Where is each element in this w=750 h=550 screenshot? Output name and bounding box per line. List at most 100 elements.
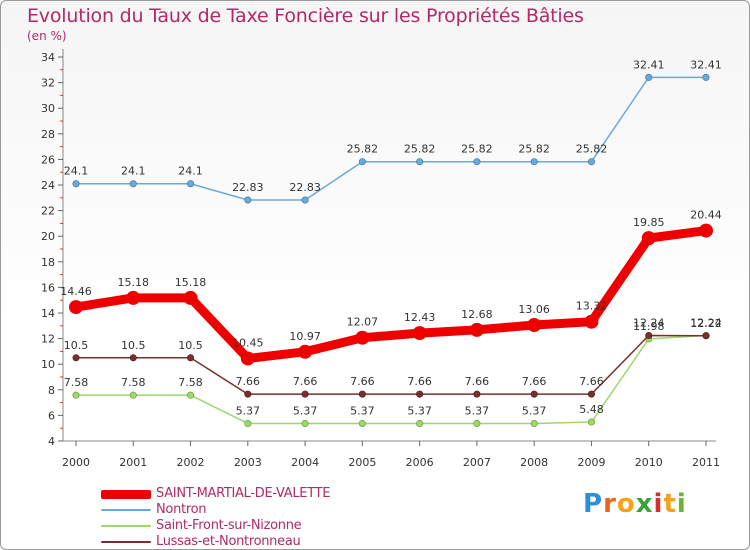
series-3-point [301, 390, 309, 398]
series-3-point [129, 354, 137, 362]
series-0-data-label: 12.68 [461, 308, 493, 321]
series-0-point [699, 223, 713, 238]
series-1-data-label: 25.82 [461, 143, 493, 156]
axes: 4 6 8 10 12 14 16 18 20 22 24 26 28 30 32 34 2000 2001 200… [41, 49, 720, 469]
legend-label: Lussas-et-Nontronneau [156, 534, 301, 549]
series-3-point [645, 332, 653, 340]
series-1-data-label: 32.41 [690, 58, 722, 71]
series-3-data-label: 7.66 [350, 375, 375, 388]
y-tick-label: 22 [41, 205, 55, 218]
y-tick-label: 12 [41, 333, 55, 346]
series-2-data-label: 7.58 [121, 376, 146, 389]
series-0-point [412, 326, 427, 341]
series-2-point [358, 419, 366, 427]
y-tick-label: 14 [41, 307, 55, 320]
legend-label: SAINT-MARTIAL-DE-VALETTE [156, 486, 331, 501]
series-2-point [416, 419, 424, 427]
y-tick-label: 24 [41, 179, 55, 192]
series-1-point [530, 158, 538, 166]
series-2-point [187, 391, 195, 399]
series-2-data-label: 5.37 [465, 404, 490, 417]
y-tick-label: 18 [41, 256, 55, 269]
logo-letter: r [603, 489, 617, 519]
series-2-point [72, 391, 80, 399]
series-line-1 [75, 76, 707, 201]
series-3-data-label: 12.24 [633, 317, 665, 330]
series-3-data-label: 10.5 [121, 339, 146, 352]
series-2-data-label: 12.24 [690, 317, 722, 330]
series-0-point [355, 330, 370, 345]
series-1-data-label: 22.83 [289, 181, 321, 194]
x-tick-label: 2004 [291, 456, 319, 469]
x-tick-label: 2003 [234, 456, 262, 469]
series-1-data-label: 24.1 [178, 165, 203, 178]
series-0-data-label: 13.06 [518, 303, 550, 316]
y-tick-label: 4 [48, 435, 55, 448]
series-1-point [645, 73, 653, 81]
series-2-data-label: 5.37 [407, 404, 432, 417]
series-0-data-label: 20.44 [690, 209, 722, 222]
series-2-data-label: 7.58 [178, 376, 203, 389]
y-tick-label: 10 [41, 358, 55, 371]
series-2-point [244, 419, 252, 427]
legend-item: Lussas-et-Nontronneau [101, 534, 401, 549]
series-1-point [244, 196, 252, 204]
series-0-point [69, 300, 83, 315]
series-3-point [530, 390, 538, 398]
series-1-point [187, 180, 195, 188]
legend-swatch [101, 509, 151, 511]
x-tick-label: 2007 [463, 456, 491, 469]
series-2-point [587, 418, 595, 426]
series-line-3 [75, 334, 707, 395]
series-3-point [72, 354, 80, 362]
series-3-point [244, 390, 252, 398]
series-1-data-label: 24.1 [121, 165, 146, 178]
series-3-point [358, 390, 366, 398]
y-tick-label: 32 [41, 77, 55, 90]
y-tick-label: 28 [41, 128, 55, 141]
legend-swatch [101, 541, 151, 543]
y-tick-label: 34 [41, 51, 55, 64]
series-3-data-label: 7.66 [236, 375, 261, 388]
series-3-data-label: 7.66 [522, 375, 547, 388]
series-0-data-label: 13.32 [576, 300, 608, 313]
logo-letter: o [616, 489, 636, 519]
series-line-2 [75, 334, 707, 425]
series-1-data-label: 32.41 [633, 58, 665, 71]
series-0-data-label: 12.43 [404, 311, 436, 324]
legend-item: Nontron [101, 502, 401, 518]
series-line-0 [71, 226, 711, 363]
series-3-data-label: 12.22 [690, 317, 722, 330]
series-1-data-label: 22.83 [232, 181, 264, 194]
series-1-data-label: 25.82 [347, 143, 379, 156]
series-2-data-label: 5.37 [293, 404, 318, 417]
series-1-point [702, 73, 710, 81]
data-labels: 14.46 15.18 15.18 10.45 10.97 12.07 12.43 12.68… [60, 58, 722, 417]
series-1-point [416, 158, 424, 166]
x-tick-label: 2001 [119, 456, 147, 469]
series-2-data-label: 5.37 [350, 404, 375, 417]
series-2-point [530, 419, 538, 427]
chart-title: Evolution du Taux de Taxe Foncière sur l… [27, 5, 584, 27]
series-0-data-label: 14.46 [60, 285, 92, 298]
proxiti-logo: Proxiti [583, 489, 687, 519]
series-1-data-label: 25.82 [404, 143, 436, 156]
x-tick-label: 2006 [406, 456, 434, 469]
legend-label: Nontron [156, 502, 207, 517]
series-1-data-label: 25.82 [518, 143, 550, 156]
y-tick-label: 20 [41, 230, 55, 243]
legend-swatch [101, 525, 151, 527]
x-tick-label: 2010 [635, 456, 663, 469]
series-0-data-label: 10.45 [232, 336, 264, 349]
series-0-data-label: 15.18 [118, 276, 150, 289]
series-1-point [72, 180, 80, 188]
series-3-point [587, 390, 595, 398]
logo-letter: x [635, 489, 654, 519]
series-0-point [641, 231, 656, 246]
x-tick-label: 2011 [692, 456, 720, 469]
series-0-data-label: 19.85 [633, 216, 665, 229]
series-3-data-label: 10.5 [178, 339, 203, 352]
series-0-point [126, 290, 141, 305]
logo-letter: P [583, 489, 604, 519]
